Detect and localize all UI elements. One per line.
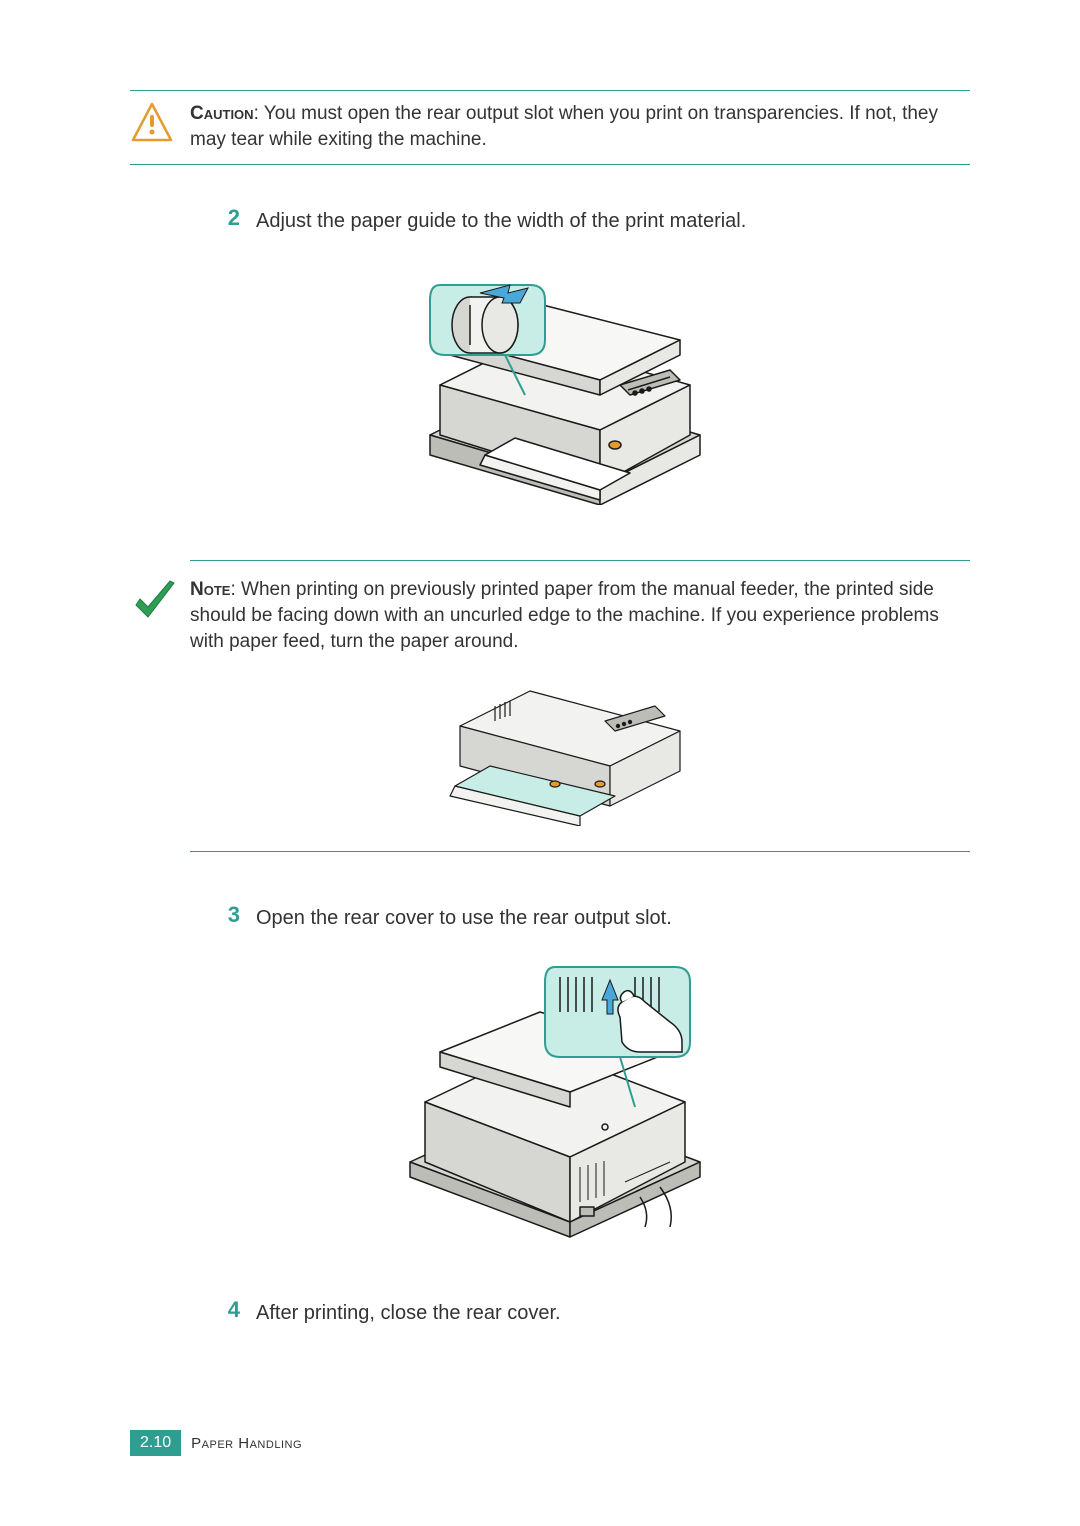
note-check-icon <box>130 577 178 625</box>
note-block: Note: When printing on previously printe… <box>130 560 970 852</box>
page-number: 2.10 <box>130 1430 181 1456</box>
page-footer: 2.10 Paper Handling <box>130 1430 302 1456</box>
caution-text: : You must open the rear output slot whe… <box>190 103 938 150</box>
step-2: 2 Adjust the paper guide to the width of… <box>190 205 970 235</box>
step-4-number: 4 <box>190 1297 256 1323</box>
note-label: Note <box>190 579 230 600</box>
step-3-number: 3 <box>190 902 256 928</box>
step-2-number: 2 <box>190 205 256 231</box>
note-text: : When printing on previously printed pa… <box>190 579 939 651</box>
step-3: 3 Open the rear cover to use the rear ou… <box>190 902 970 932</box>
step-3-text: Open the rear cover to use the rear outp… <box>256 902 970 932</box>
figure-paper-guide <box>130 255 970 510</box>
step-4-text: After printing, close the rear cover. <box>256 1297 970 1327</box>
step-4: 4 After printing, close the rear cover. <box>190 1297 970 1327</box>
figure-paper-face-down <box>130 666 970 831</box>
caution-icon <box>130 101 174 145</box>
step-2-text: Adjust the paper guide to the width of t… <box>256 205 970 235</box>
figure-rear-cover <box>130 952 970 1247</box>
caution-callout: Caution: You must open the rear output s… <box>130 90 970 165</box>
section-title: Paper Handling <box>191 1435 302 1452</box>
caution-label: Caution <box>190 103 254 124</box>
